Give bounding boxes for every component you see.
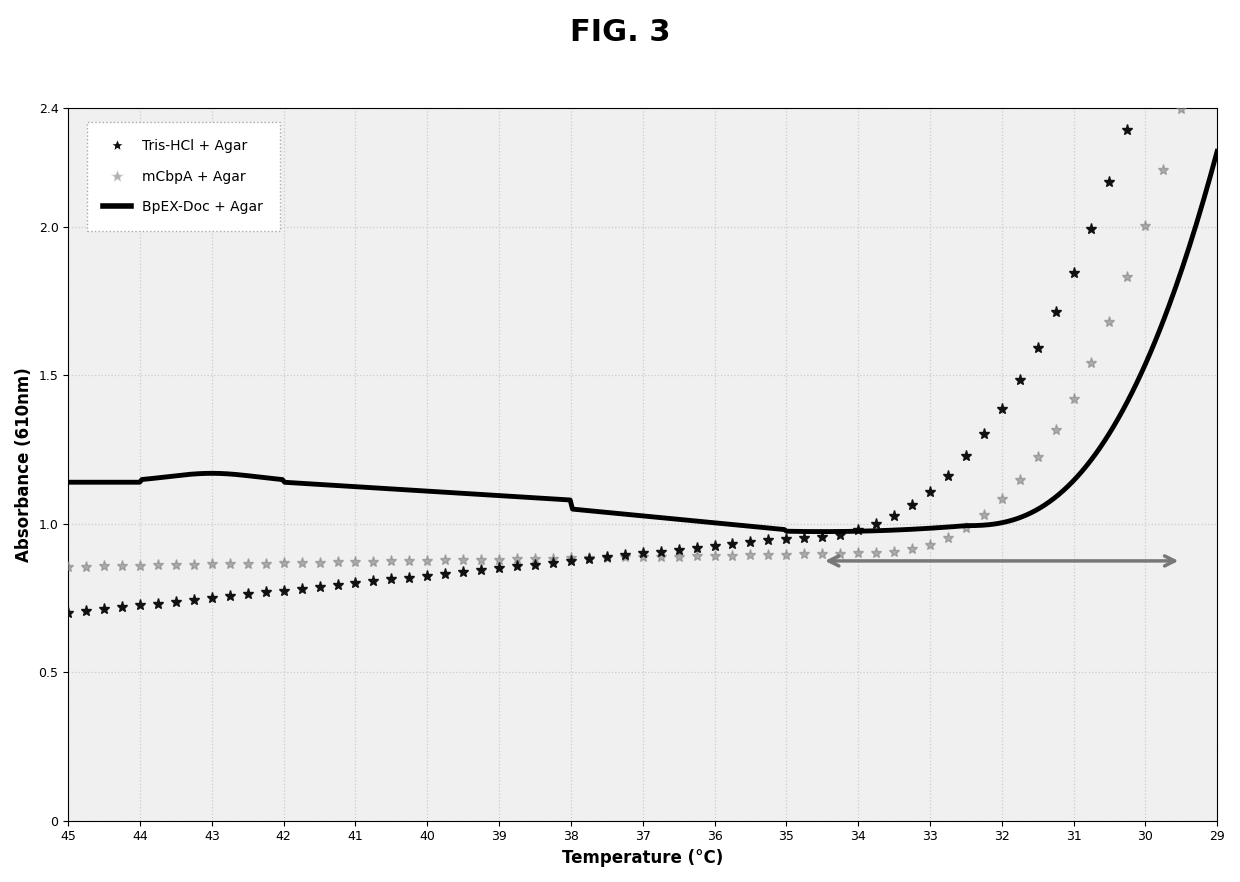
Y-axis label: Absorbance (610nm): Absorbance (610nm) xyxy=(15,367,33,562)
Tris-HCl + Agar xyxy=(330,579,345,590)
Tris-HCl + Agar xyxy=(1048,307,1063,318)
BpEX-Doc + Agar xyxy=(606,508,621,519)
mCbpA + Agar xyxy=(1174,103,1189,114)
BpEX-Doc + Agar xyxy=(614,509,629,519)
BpEX-Doc + Agar xyxy=(61,477,76,488)
Tris-HCl + Agar xyxy=(546,557,560,568)
mCbpA + Agar xyxy=(1048,424,1063,435)
BpEX-Doc + Agar xyxy=(1184,234,1199,244)
Tris-HCl + Agar xyxy=(402,572,417,583)
mCbpA + Agar xyxy=(61,562,76,572)
Line: mCbpA + Agar: mCbpA + Agar xyxy=(63,0,1223,572)
Tris-HCl + Agar xyxy=(653,546,668,557)
BpEX-Doc + Agar xyxy=(682,515,697,526)
Text: FIG. 3: FIG. 3 xyxy=(569,18,671,47)
BpEX-Doc + Agar xyxy=(1004,515,1019,526)
Legend: Tris-HCl + Agar, mCbpA + Agar, BpEX-Doc + Agar: Tris-HCl + Agar, mCbpA + Agar, BpEX-Doc … xyxy=(87,123,280,231)
mCbpA + Agar xyxy=(546,553,560,564)
BpEX-Doc + Agar xyxy=(813,527,828,537)
Tris-HCl + Agar xyxy=(61,608,76,618)
mCbpA + Agar xyxy=(653,551,668,562)
Line: BpEX-Doc + Agar: BpEX-Doc + Agar xyxy=(68,152,1218,532)
Line: Tris-HCl + Agar: Tris-HCl + Agar xyxy=(63,0,1223,618)
BpEX-Doc + Agar xyxy=(1210,146,1225,157)
mCbpA + Agar xyxy=(402,556,417,566)
X-axis label: Temperature (°C): Temperature (°C) xyxy=(562,849,723,867)
mCbpA + Agar xyxy=(330,557,345,568)
BpEX-Doc + Agar xyxy=(745,521,760,532)
